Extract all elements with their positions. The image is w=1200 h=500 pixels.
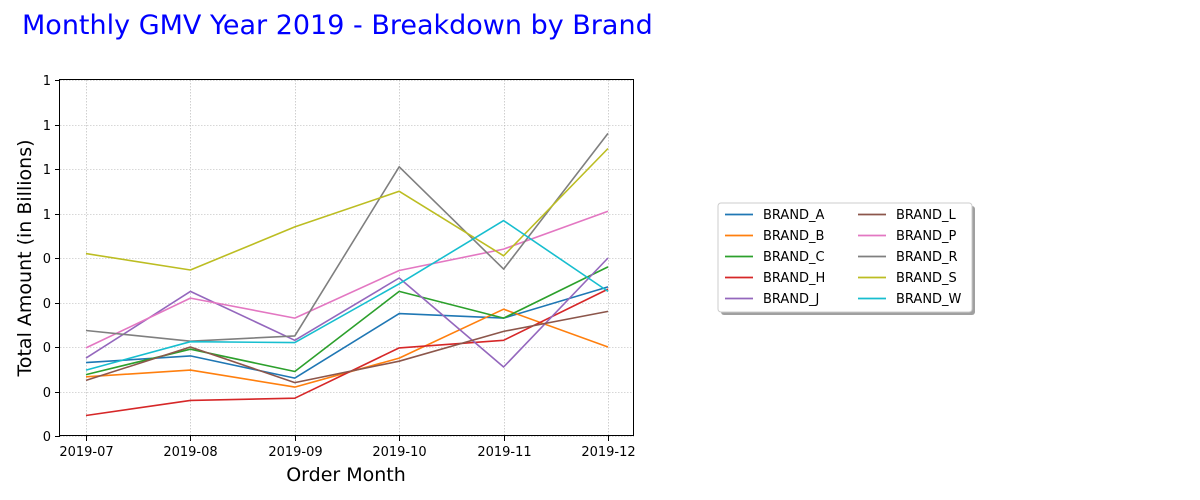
legend-label: BRAND_S [896,271,957,286]
series-line-brand-h [85,288,609,417]
series-line-brand-l [85,310,609,384]
legend-label: BRAND_B [763,229,824,244]
y-tick-label: 0 [43,386,51,401]
legend: BRAND_A BRAND_B BRAND_C BRAND_H BRAND_J BRAND… [717,202,975,315]
y-tick-label: 1 [43,208,51,223]
chart-title: Monthly GMV Year 2019 - Breakdown by Bra… [22,10,653,41]
series-line-brand-r [85,132,609,343]
y-axis-label: Total Amount (in Billions) [14,139,36,377]
series-line-brand-j [85,257,609,368]
x-tick-label: 2019-10 [372,445,426,460]
legend-label: BRAND_W [896,292,962,307]
legend-box [717,202,973,313]
x-tick-label: 2019-08 [163,445,217,460]
y-tick-label: 0 [43,297,51,312]
legend-label: BRAND_J [763,292,819,307]
y-tick-label: 0 [43,341,51,356]
x-tick-label: 2019-12 [581,445,635,460]
series-line-brand-c [85,266,609,376]
x-tick-label: 2019-07 [59,445,113,460]
legend-label: BRAND_L [896,208,957,223]
x-axis-ticks: 2019-07 2019-08 2019-09 2019-10 2019-11 2019-… [59,436,636,460]
series-layer [85,132,609,417]
y-axis-ticks: 0 0 0 0 0 1 1 1 1 [43,74,60,445]
y-tick-label: 0 [43,430,51,445]
grid-layer [60,80,634,437]
series-line-brand-w [85,219,609,371]
series-line-brand-s [85,147,609,271]
series-line-brand-p [85,210,609,349]
legend-label: BRAND_C [763,250,825,265]
x-tick-label: 2019-09 [268,445,322,460]
x-tick-label: 2019-11 [477,445,531,460]
legend-label: BRAND_R [896,250,958,265]
y-tick-label: 1 [43,163,51,178]
legend-label: BRAND_P [896,229,957,244]
plot-frame [59,79,634,436]
x-axis-label: Order Month [286,464,406,486]
y-tick-label: 1 [43,119,51,134]
legend-label: BRAND_A [763,208,825,223]
series-line-brand-a [85,286,609,379]
legend-label: BRAND_H [763,271,825,286]
y-tick-label: 0 [43,252,51,267]
y-tick-label: 1 [43,74,51,89]
